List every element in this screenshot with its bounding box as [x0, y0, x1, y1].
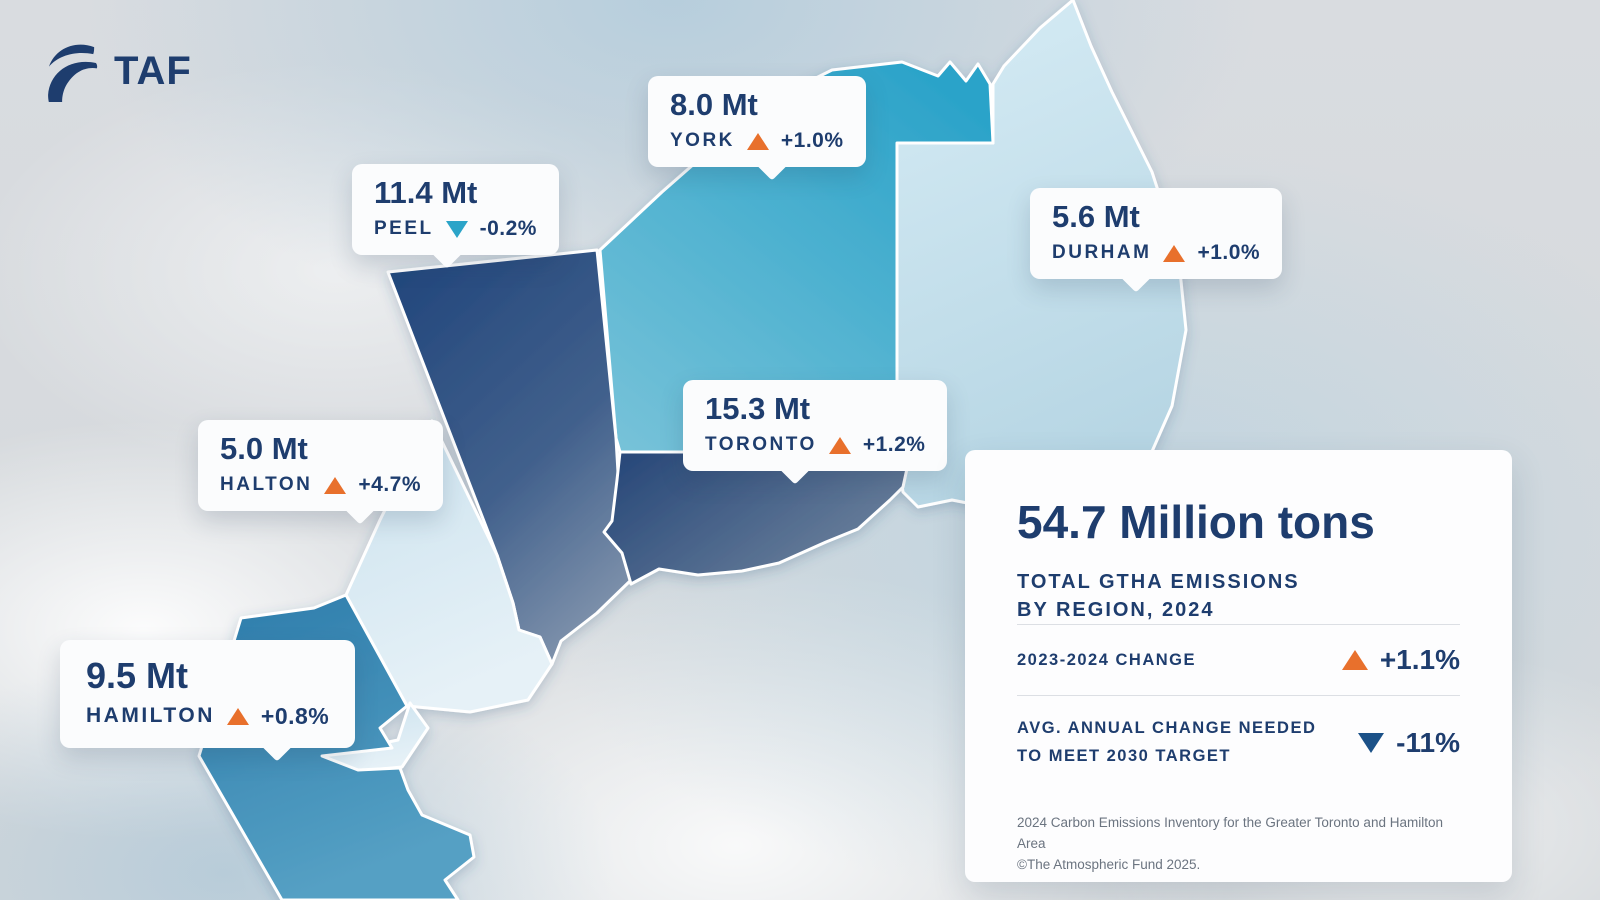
callout-hamilton: 9.5 Mt HAMILTON +0.8%	[60, 640, 356, 748]
target-row-label-line2: TO MEET 2030 TARGET	[1017, 746, 1232, 765]
panel-subtitle-line1: TOTAL GTHA EMISSIONS	[1017, 571, 1300, 594]
panel-subtitle-line2: BY REGION, 2024	[1017, 599, 1215, 622]
change-row-value: +1.1%	[1379, 644, 1460, 676]
taf-swoosh-icon	[48, 44, 98, 102]
durham-region-label: DURHAM	[1052, 242, 1152, 264]
peel-change-value: -0.2%	[479, 217, 537, 241]
down-triangle-icon	[445, 220, 468, 238]
region-toronto	[602, 450, 910, 586]
total-emissions-title: 54.7 Million tons	[1017, 496, 1375, 548]
target-row-value: -11%	[1396, 726, 1460, 758]
callout-halton: 5.0 Mt HALTON +4.7%	[198, 420, 444, 512]
change-row-label: 2023-2024 CHANGE	[1017, 650, 1196, 669]
halton-emissions-value: 5.0 Mt	[220, 431, 308, 466]
hamilton-change-value: +0.8%	[260, 702, 330, 729]
york-region-label: YORK	[670, 130, 735, 152]
up-triangle-icon	[1341, 650, 1368, 671]
target-row-label-line1: AVG. ANNUAL CHANGE NEEDED	[1017, 719, 1317, 738]
down-triangle-icon	[1358, 732, 1385, 753]
callout-york: 8.0 Mt YORK +1.0%	[648, 76, 866, 168]
durham-change-value: +1.0%	[1197, 241, 1261, 265]
hamilton-emissions-value: 9.5 Mt	[86, 655, 189, 696]
peel-region-label: PEEL	[374, 218, 434, 240]
toronto-region-label: TORONTO	[705, 434, 817, 456]
source-footnote-line2: ©The Atmospheric Fund 2025.	[1017, 856, 1201, 872]
up-triangle-icon	[828, 436, 851, 454]
peel-emissions-value: 11.4 Mt	[374, 175, 478, 210]
toronto-change-value: +1.2%	[862, 433, 926, 457]
toronto-emissions-value: 15.3 Mt	[705, 391, 811, 426]
halton-change-value: +4.7%	[358, 473, 422, 497]
source-footnote: 2024 Carbon Emissions Inventory for the …	[1017, 813, 1460, 876]
callout-toronto: 15.3 Mt TORONTO +1.2%	[683, 380, 948, 472]
up-triangle-icon	[324, 476, 347, 494]
taf-logo-text: TAF	[114, 48, 192, 93]
panel-subtitle: TOTAL GTHA EMISSIONS BY REGION, 2024	[1017, 568, 1460, 624]
target-row-label: AVG. ANNUAL CHANGE NEEDED TO MEET 2030 T…	[1017, 715, 1316, 769]
york-change-value: +1.0%	[780, 129, 844, 153]
callout-durham: 5.6 Mt DURHAM +1.0%	[1030, 188, 1283, 280]
change-row-2023-2024: 2023-2024 CHANGE +1.1%	[1017, 624, 1460, 695]
hamilton-region-label: HAMILTON	[86, 704, 215, 728]
halton-region-label: HALTON	[220, 474, 313, 496]
source-footnote-line1: 2024 Carbon Emissions Inventory for the …	[1017, 814, 1443, 851]
summary-panel: 54.7 Million tons TOTAL GTHA EMISSIONS B…	[965, 450, 1512, 882]
up-triangle-icon	[1163, 244, 1186, 262]
up-triangle-icon	[226, 707, 249, 725]
target-row-value-group: -11%	[1358, 727, 1460, 759]
york-emissions-value: 8.0 Mt	[670, 87, 758, 122]
change-row-value-group: +1.1%	[1341, 644, 1460, 676]
target-row-2030: AVG. ANNUAL CHANGE NEEDED TO MEET 2030 T…	[1017, 695, 1460, 788]
up-triangle-icon	[746, 132, 769, 150]
durham-emissions-value: 5.6 Mt	[1052, 199, 1140, 234]
taf-logo: TAF	[40, 40, 192, 102]
callout-peel: 11.4 Mt PEEL -0.2%	[352, 164, 559, 256]
